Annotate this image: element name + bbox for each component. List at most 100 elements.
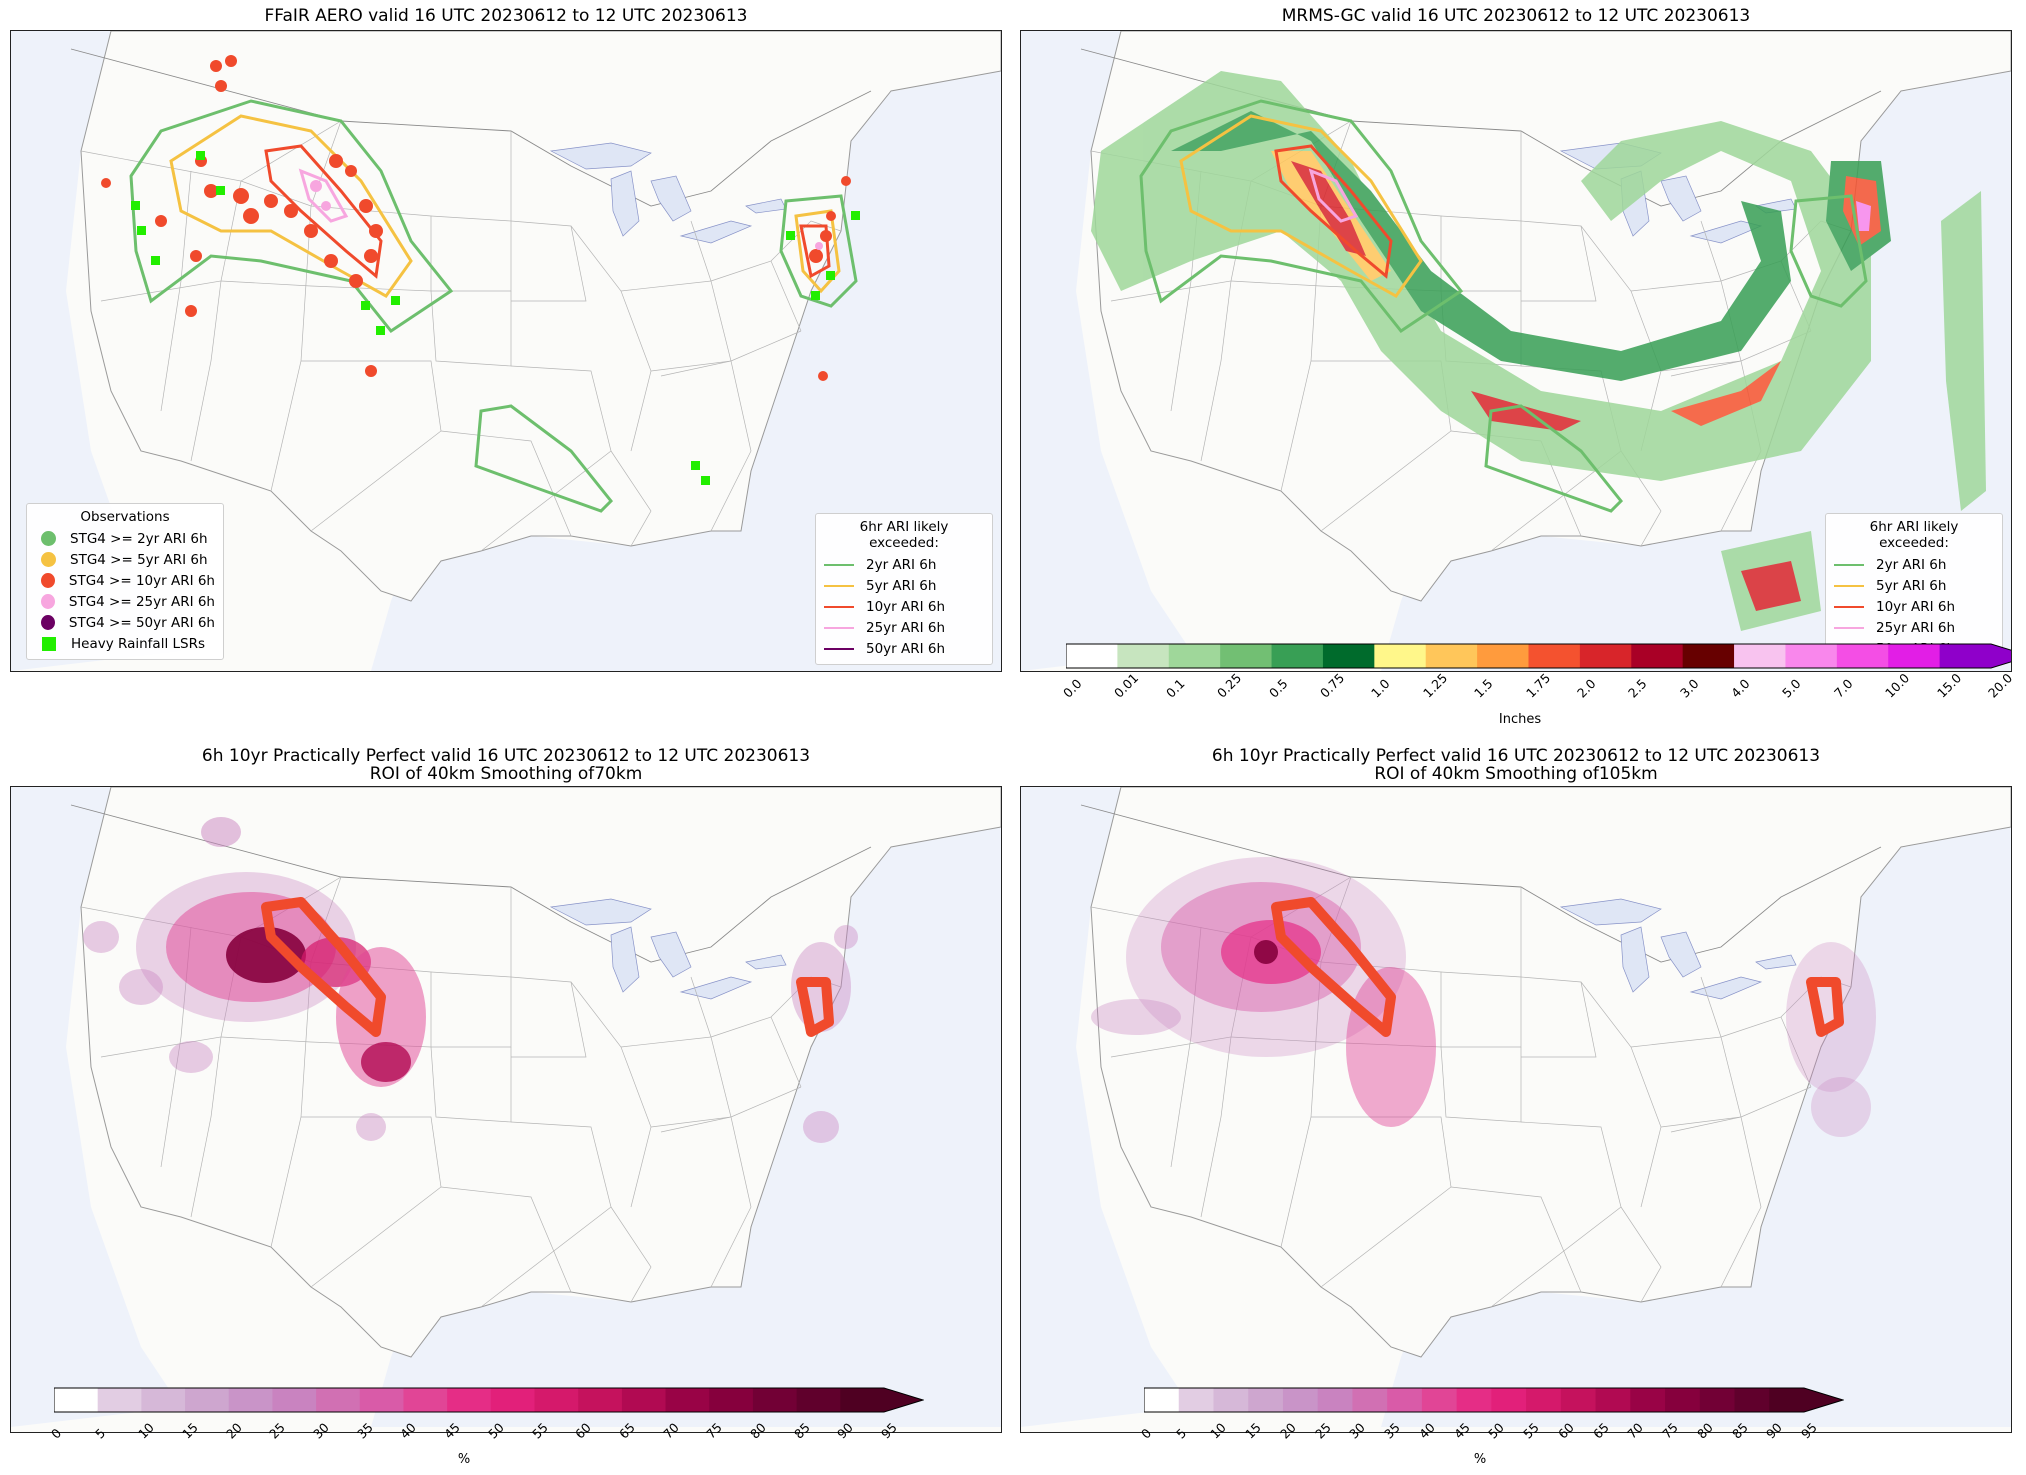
colorbar-segment xyxy=(1213,1388,1249,1412)
legend-label: Heavy Rainfall LSRs xyxy=(71,635,205,652)
legend-dot-icon xyxy=(41,552,56,567)
contour-25yr-west xyxy=(1308,168,1359,223)
colorbar-segment xyxy=(1595,1388,1631,1412)
colorbar-segment xyxy=(578,1388,623,1412)
contour-10yr-east xyxy=(799,224,831,279)
contour-2yr-south xyxy=(1484,404,1624,513)
contour-10yr-west xyxy=(264,144,383,279)
colorbar-segment xyxy=(840,1388,885,1412)
ari-legend-title: 6hr ARI likely exceeded: xyxy=(859,519,949,551)
pct-colorbar-label-panel-3: % xyxy=(457,1452,471,1467)
colorbar-segment xyxy=(1271,644,1324,668)
legend-dot-icon xyxy=(41,573,55,588)
colorbar-segment xyxy=(1939,644,1992,668)
obs-legend-item: STG4 >= 50yr ARI 6h xyxy=(35,612,215,633)
colorbar-tick-label: 7.0 xyxy=(1830,675,1856,701)
obs-legend-item: STG4 >= 25yr ARI 6h xyxy=(35,591,215,612)
legend-label: 2yr ARI 6h xyxy=(866,556,937,573)
colorbar-segment xyxy=(1117,644,1170,668)
contour-10yr-west xyxy=(1271,897,1396,1037)
ari-legend-item: 25yr ARI 6h xyxy=(1834,617,1994,638)
colorbar-segment xyxy=(447,1388,492,1412)
colorbar-segment xyxy=(1352,1388,1388,1412)
pct-colorbar-panel-4 xyxy=(1144,1387,1844,1413)
colorbar-tick-label: 0.0 xyxy=(1060,675,1085,701)
colorbar-segment xyxy=(1682,644,1735,668)
legend-line-icon xyxy=(1834,563,1864,566)
legend-line-icon xyxy=(824,563,854,566)
colorbar-segment xyxy=(1168,644,1221,668)
legend-square-icon xyxy=(42,636,56,651)
pct-colorbar-panel-3 xyxy=(54,1387,924,1413)
map-panel-4 xyxy=(1020,786,2012,1433)
colorbar-tick-label: 15.0 xyxy=(1933,670,1964,701)
colorbar-tick-label: 0.25 xyxy=(1214,670,1245,701)
panel-3-subtitle: ROI of 40km Smoothing of70km xyxy=(369,764,643,784)
colorbar-segment xyxy=(97,1388,142,1412)
colorbar-segment xyxy=(1769,1388,1805,1412)
colorbar-segment xyxy=(1421,1388,1458,1412)
colorbar-outline xyxy=(1144,1387,1844,1413)
colorbar-segment xyxy=(665,1388,710,1412)
panel-1-title: FFaIR AERO valid 16 UTC 20230612 to 12 U… xyxy=(264,6,748,26)
precip-colorbar-bar xyxy=(1066,643,2011,669)
legend-label: 5yr ARI 6h xyxy=(866,577,937,594)
colorbar-segment xyxy=(1374,644,1427,668)
panel-4-subtitle: ROI of 40km Smoothing of105km xyxy=(1374,764,1658,784)
pct-colorbar-bar xyxy=(1144,1387,1844,1413)
colorbar-tick-label: 5.0 xyxy=(1779,675,1805,701)
legend-label: 10yr ARI 6h xyxy=(1876,598,1956,615)
colorbar-tick-label: 0.5 xyxy=(1265,675,1291,701)
legend-label: STG4 >= 5yr ARI 6h xyxy=(70,551,208,568)
colorbar-segment xyxy=(1248,1388,1284,1412)
colorbar-extend-arrow xyxy=(1804,1388,1843,1412)
colorbar-tick-label: 0.75 xyxy=(1316,670,1348,701)
legend-label: STG4 >= 2yr ARI 6h xyxy=(70,530,208,547)
legend-label: STG4 >= 10yr ARI 6h xyxy=(68,572,215,589)
colorbar-segment xyxy=(359,1388,404,1412)
precip-colorbar-label: Inches xyxy=(1498,712,1542,727)
colorbar-segment xyxy=(490,1388,536,1412)
colorbar-segment xyxy=(1836,644,1889,668)
legend-dot-icon xyxy=(41,531,56,546)
ari-legend-item: 10yr ARI 6h xyxy=(1834,596,1994,617)
colorbar-segment xyxy=(1526,1388,1562,1412)
contour-5yr-west xyxy=(1179,114,1423,298)
map-panel-3 xyxy=(10,786,1002,1433)
legend-label: 10yr ARI 6h xyxy=(866,598,946,615)
ari-legend-item: 25yr ARI 6h xyxy=(824,617,984,638)
obs-legend-item: STG4 >= 2yr ARI 6h xyxy=(35,528,215,549)
legend-line-icon xyxy=(1834,626,1864,629)
colorbar-segment xyxy=(1425,644,1478,668)
ari-legend-item: 10yr ARI 6h xyxy=(824,596,984,617)
colorbar-extend-arrow xyxy=(884,1388,923,1412)
map-panel-2: 6hr ARI likely exceeded: 2yr ARI 6h 5yr … xyxy=(1020,30,2012,672)
ari-legend-panel-2: 6hr ARI likely exceeded: 2yr ARI 6h 5yr … xyxy=(1825,513,2003,665)
colorbar-tick-label: 2.5 xyxy=(1625,675,1650,701)
precip-swath xyxy=(1091,71,1986,631)
colorbar-segment xyxy=(1322,644,1375,668)
contour-10yr-east xyxy=(1806,977,1844,1037)
panel-2-title: MRMS-GC valid 16 UTC 20230612 to 12 UTC … xyxy=(1281,6,1751,26)
contour-2yr-south xyxy=(474,404,614,513)
colorbar-segment xyxy=(1665,1388,1701,1412)
map-1-graphic xyxy=(11,31,1001,671)
colorbar-tick-label: 2.0 xyxy=(1573,675,1599,701)
ari-legend-item: 2yr ARI 6h xyxy=(824,554,984,575)
colorbar-tick-label: 4.0 xyxy=(1728,675,1753,701)
colorbar-segment xyxy=(1387,1388,1423,1412)
pct-colorbar-bar xyxy=(54,1387,924,1413)
contour-10yr-west xyxy=(1274,144,1393,279)
legend-line-icon xyxy=(824,584,854,587)
colorbar-tick-label: 1.75 xyxy=(1522,670,1553,701)
colorbar-tick-label: 1.5 xyxy=(1471,675,1496,701)
ari-legend-item: 5yr ARI 6h xyxy=(824,575,984,596)
colorbar-segment xyxy=(1560,1388,1597,1412)
colorbar-segment xyxy=(1178,1388,1214,1412)
legend-label: 50yr ARI 6h xyxy=(866,640,946,657)
colorbar-tick-label: 20.0 xyxy=(1985,670,2016,701)
colorbar-segment xyxy=(1144,1388,1180,1412)
colorbar-segment xyxy=(1734,644,1786,668)
colorbar-segment xyxy=(1631,644,1684,668)
colorbar-segment xyxy=(1699,1388,1736,1412)
